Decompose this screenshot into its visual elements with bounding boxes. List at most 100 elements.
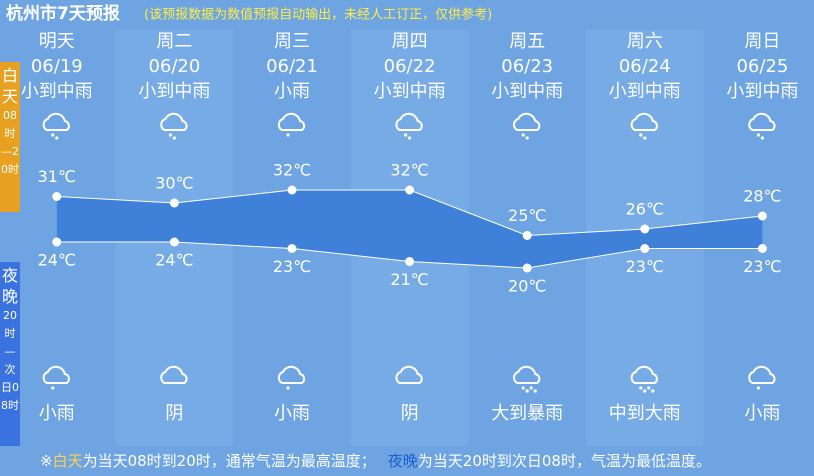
night-label: 夜晚 bbox=[1, 266, 18, 306]
raindrop bbox=[408, 136, 412, 140]
note: (该预报数据为数值预报自动输出，未经人工订正，仅供参考) bbox=[144, 7, 492, 23]
raindrop bbox=[55, 136, 59, 140]
cloud bbox=[277, 365, 306, 384]
raindrop bbox=[168, 133, 172, 137]
night-weather: 小雨 bbox=[744, 403, 780, 424]
day-name: 周六 bbox=[627, 31, 663, 52]
raindrop bbox=[172, 136, 176, 140]
raindrop bbox=[643, 389, 647, 393]
raindrop bbox=[639, 133, 643, 137]
temperature-band bbox=[56, 190, 763, 268]
temperature-point bbox=[405, 185, 415, 195]
day-weather: 小到中雨 bbox=[138, 81, 210, 102]
raindrop bbox=[529, 386, 533, 390]
raindrop bbox=[286, 386, 290, 390]
weather-icon bbox=[277, 365, 306, 390]
temperature-point bbox=[52, 237, 62, 247]
weather-icon bbox=[42, 112, 70, 140]
day-weather: 小雨 bbox=[274, 81, 310, 102]
cloud bbox=[630, 365, 658, 384]
day-name: 周日 bbox=[744, 31, 780, 52]
weather-icon bbox=[513, 365, 541, 393]
temperature-point bbox=[287, 244, 297, 253]
temperature-label: 26℃ bbox=[626, 200, 664, 219]
footer-night-text: 为当天20时到次日08时，气温为最低温度。 bbox=[418, 452, 711, 470]
night-weather: 小雨 bbox=[274, 403, 310, 424]
day-date: 06/19 bbox=[31, 56, 83, 77]
day-name: 周五 bbox=[509, 31, 545, 52]
title: 杭州市7天预报 bbox=[6, 3, 120, 24]
temperature-label: 32℃ bbox=[390, 161, 428, 180]
weather-icon bbox=[42, 365, 70, 390]
footer-day-term: 白天 bbox=[53, 452, 83, 470]
night-weather: 阴 bbox=[165, 403, 183, 424]
temperature-label: 31℃ bbox=[38, 167, 76, 186]
raindrop bbox=[525, 389, 529, 393]
night-weather: 小雨 bbox=[39, 403, 75, 424]
raindrop bbox=[404, 133, 408, 137]
temperature-point bbox=[757, 244, 767, 253]
temperature-label: 23℃ bbox=[626, 257, 664, 276]
night-weather: 中到大雨 bbox=[609, 403, 681, 424]
day-date: 06/22 bbox=[384, 56, 436, 77]
raindrop bbox=[756, 386, 760, 390]
temperature-point bbox=[52, 192, 62, 201]
weather-icon bbox=[277, 112, 306, 137]
cloud bbox=[395, 365, 423, 384]
temperature-label: 30℃ bbox=[155, 174, 193, 193]
weather-icon bbox=[160, 365, 188, 384]
raindrop bbox=[760, 136, 764, 140]
cloud bbox=[630, 112, 658, 131]
temperature-point bbox=[522, 263, 532, 273]
cloud bbox=[395, 112, 423, 131]
raindrop bbox=[51, 133, 55, 137]
temperature-label: 28℃ bbox=[743, 187, 781, 206]
day-name: 周四 bbox=[392, 31, 428, 52]
day-weather: 小到中雨 bbox=[726, 81, 798, 102]
temperature-point bbox=[757, 211, 767, 221]
raindrop bbox=[51, 386, 55, 390]
temperature-label: 25℃ bbox=[508, 206, 546, 225]
temperature-label: 21℃ bbox=[390, 270, 428, 289]
weather-icon bbox=[630, 112, 658, 140]
temperature-point bbox=[640, 224, 650, 234]
raindrop bbox=[651, 389, 655, 393]
weather-icon bbox=[395, 112, 423, 140]
night-side-label: 夜晚 20时—次日08时 bbox=[0, 262, 20, 446]
day-side-label: 白天 08时—20时 bbox=[0, 62, 20, 212]
raindrop bbox=[756, 133, 760, 137]
weather-icon bbox=[748, 365, 776, 390]
cloud bbox=[277, 112, 306, 131]
raindrop bbox=[521, 386, 525, 390]
cloud bbox=[513, 112, 541, 131]
footer-day-text: 为当天08时到20时，通常气温为最高温度； bbox=[83, 452, 376, 470]
temperature-label: 20℃ bbox=[508, 277, 546, 296]
weather-icon bbox=[513, 112, 541, 140]
night-weather: 大到暴雨 bbox=[491, 403, 563, 424]
weather-icon bbox=[160, 112, 188, 140]
temperature-label: 24℃ bbox=[155, 251, 193, 270]
temperature-label: 24℃ bbox=[38, 251, 76, 270]
cloud bbox=[160, 365, 188, 384]
cloud bbox=[513, 365, 541, 384]
cloud bbox=[42, 112, 70, 131]
weather-icon bbox=[395, 365, 423, 384]
cloud bbox=[748, 365, 776, 384]
day-weather: 小到中雨 bbox=[374, 81, 446, 102]
day-weather: 小到中雨 bbox=[21, 81, 93, 102]
day-name: 周三 bbox=[274, 31, 310, 52]
day-date: 06/24 bbox=[619, 56, 671, 77]
weather-icon bbox=[748, 112, 776, 140]
temperature-point bbox=[640, 244, 650, 253]
temperature-label: 32℃ bbox=[273, 161, 311, 180]
raindrop bbox=[639, 386, 643, 390]
night-hours: 20时—次日08时 bbox=[1, 309, 19, 412]
day-hours: 08时—20时 bbox=[1, 109, 19, 176]
night-weather: 阴 bbox=[401, 403, 419, 424]
day-weather: 小到中雨 bbox=[609, 81, 681, 102]
footer-night-term: 夜晚 bbox=[388, 452, 418, 470]
day-weather: 小到中雨 bbox=[491, 81, 563, 102]
temperature-point bbox=[287, 185, 297, 195]
